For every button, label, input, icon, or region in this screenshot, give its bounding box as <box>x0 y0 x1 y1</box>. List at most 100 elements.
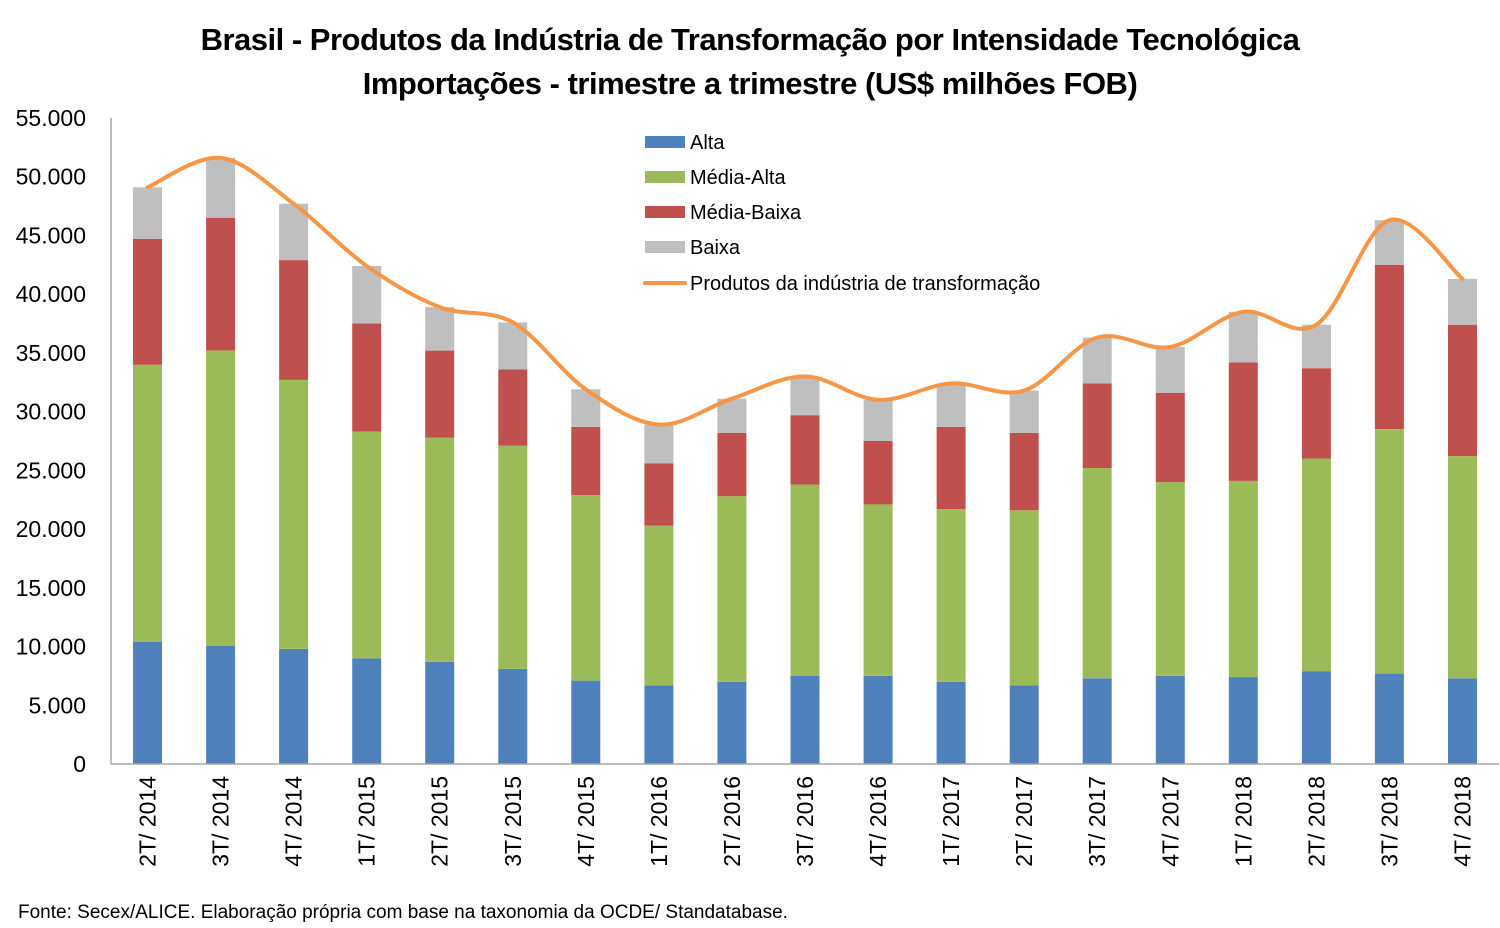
x-tick-label: 3T/ 2015 <box>500 776 526 867</box>
bar-segment-m-dia-alta <box>133 364 162 642</box>
y-tick-label: 50.000 <box>16 164 86 190</box>
legend-swatch <box>645 171 685 183</box>
legend-swatch <box>645 241 685 253</box>
x-tick-label: 4T/ 2018 <box>1449 776 1475 867</box>
bar-stack <box>279 203 309 764</box>
bar-segment-m-dia-baixa <box>644 463 674 526</box>
x-tick-label: 2T/ 2017 <box>1011 776 1037 867</box>
bar-segment-baixa <box>425 307 455 351</box>
y-tick-label: 20.000 <box>16 516 86 542</box>
bar-segment-m-dia-alta <box>863 504 893 676</box>
x-tick-label: 3T/ 2018 <box>1376 776 1402 867</box>
source-note: Fonte: Secex/ALICE. Elaboração própria c… <box>18 902 788 923</box>
x-tick-label: 1T/ 2015 <box>354 776 380 867</box>
x-tick-label: 2T/ 2015 <box>427 776 453 867</box>
bar-segment-m-dia-alta <box>279 379 309 649</box>
bars <box>133 157 1477 764</box>
bar-stack <box>133 187 162 764</box>
bar-segment-alta <box>571 680 601 764</box>
bar-segment-m-dia-alta <box>1082 468 1112 679</box>
y-tick-label: 35.000 <box>16 340 86 366</box>
bar-segment-m-dia-baixa <box>279 260 309 380</box>
bar-segment-m-dia-alta <box>790 484 820 676</box>
y-tick-label: 25.000 <box>16 457 86 483</box>
bar-segment-m-dia-baixa <box>498 369 528 446</box>
y-tick-label: 55.000 <box>16 105 86 131</box>
legend-label: Média-Baixa <box>690 202 802 224</box>
bar-stack <box>1301 324 1331 764</box>
bar-segment-alta <box>717 681 747 764</box>
x-tick-label: 1T/ 2018 <box>1230 776 1256 867</box>
bar-segment-baixa <box>206 157 236 218</box>
bar-stack <box>571 389 601 764</box>
legend-swatch <box>645 136 685 148</box>
bar-segment-m-dia-alta <box>1301 458 1331 672</box>
bar-segment-m-dia-alta <box>1228 480 1258 677</box>
legend-item: Baixa <box>645 237 741 259</box>
bar-segment-baixa <box>1009 390 1039 433</box>
bar-segment-baixa <box>790 376 820 416</box>
bar-stack <box>790 376 820 764</box>
bar-segment-m-dia-baixa <box>790 415 820 485</box>
legend-label: Média-Alta <box>690 167 786 189</box>
bar-stack <box>1448 278 1477 764</box>
x-tick-label: 3T/ 2017 <box>1084 776 1110 867</box>
bar-stack <box>425 307 455 764</box>
bar-segment-baixa <box>1228 311 1258 363</box>
bar-segment-alta <box>425 661 455 764</box>
chart-title: Brasil - Produtos da Indústria de Transf… <box>200 22 1300 57</box>
bar-stack <box>1374 220 1404 764</box>
bar-segment-m-dia-baixa <box>1228 362 1258 481</box>
bar-segment-m-dia-baixa <box>1155 392 1185 483</box>
bar-segment-baixa <box>133 187 162 239</box>
bar-stack <box>863 399 893 764</box>
legend-item: Produtos da indústria de transformação <box>643 273 1040 295</box>
x-tick-label: 1T/ 2017 <box>938 776 964 867</box>
bar-stack <box>1155 347 1185 764</box>
line-series-total <box>145 155 1465 427</box>
y-tick-label: 0 <box>73 751 86 777</box>
bar-segment-m-dia-alta <box>571 495 601 681</box>
bar-segment-m-dia-baixa <box>717 432 747 497</box>
bar-segment-baixa <box>1448 278 1477 325</box>
bar-stack <box>352 266 382 764</box>
bar-segment-alta <box>206 646 236 764</box>
bar-stack <box>206 157 236 764</box>
legend-item: Média-Baixa <box>645 202 802 224</box>
legend-item: Alta <box>645 132 725 154</box>
bar-segment-m-dia-alta <box>1155 482 1185 676</box>
bar-segment-baixa <box>863 399 893 441</box>
bar-segment-alta <box>1448 678 1477 764</box>
legend-swatch <box>645 206 685 218</box>
y-tick-label: 15.000 <box>16 575 86 601</box>
bar-stack <box>498 322 528 764</box>
x-tick-label: 1T/ 2016 <box>646 776 672 867</box>
bar-segment-alta <box>133 641 162 764</box>
axes <box>110 118 1499 765</box>
bar-segment-alta <box>279 648 309 764</box>
bar-segment-m-dia-alta <box>498 445 528 669</box>
bar-segment-m-dia-baixa <box>863 441 893 505</box>
x-tick-label: 4T/ 2016 <box>865 776 891 867</box>
bar-stack <box>717 398 747 764</box>
bar-segment-alta <box>644 685 674 764</box>
x-tick-label: 4T/ 2017 <box>1157 776 1183 867</box>
bar-segment-baixa <box>1301 324 1331 369</box>
x-tick-label: 2T/ 2018 <box>1303 776 1329 867</box>
bar-segment-m-dia-alta <box>1448 456 1477 679</box>
x-tick-label: 4T/ 2014 <box>281 776 307 867</box>
x-tick-label: 3T/ 2014 <box>208 776 234 867</box>
bar-segment-m-dia-alta <box>717 496 747 682</box>
bar-segment-m-dia-baixa <box>1009 432 1039 511</box>
bar-stack <box>1228 311 1258 764</box>
bar-segment-m-dia-baixa <box>206 217 236 351</box>
x-tick-label: 2T/ 2014 <box>135 776 161 867</box>
bar-segment-alta <box>863 675 893 764</box>
bar-segment-alta <box>352 658 382 764</box>
bar-segment-baixa <box>936 383 966 427</box>
bar-segment-m-dia-baixa <box>1082 383 1112 468</box>
chart-subtitle: Importações - trimestre a trimestre (US$… <box>362 66 1138 101</box>
y-tick-label: 30.000 <box>16 399 86 425</box>
bar-segment-m-dia-baixa <box>1374 264 1404 430</box>
